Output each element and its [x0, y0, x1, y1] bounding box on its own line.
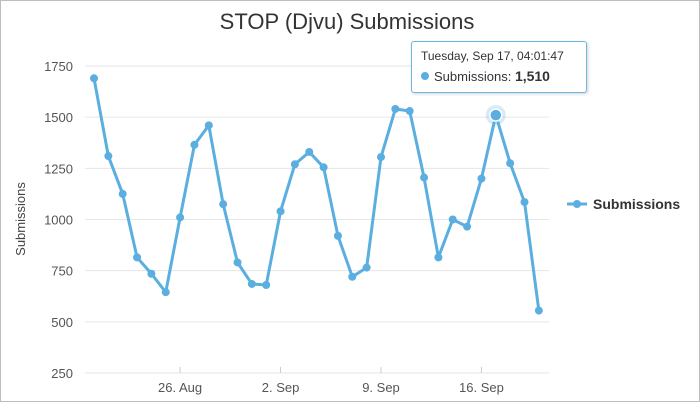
data-point[interactable]	[506, 159, 515, 168]
data-point[interactable]	[448, 215, 457, 224]
data-point[interactable]	[262, 280, 271, 289]
data-point[interactable]	[420, 173, 429, 182]
data-point[interactable]	[319, 163, 328, 172]
y-tick-label: 1000	[44, 213, 73, 228]
data-point[interactable]	[463, 222, 472, 231]
y-tick-label: 1750	[44, 59, 73, 74]
chart-title: STOP (Djvu) Submissions	[220, 9, 475, 34]
data-point[interactable]	[520, 198, 529, 207]
data-point[interactable]	[176, 213, 185, 222]
data-point[interactable]	[118, 189, 127, 198]
data-point[interactable]	[190, 140, 199, 149]
tooltip: Tuesday, Sep 17, 04:01:47 Submissions: 1…	[411, 41, 587, 93]
tooltip-value: 1,510	[514, 68, 550, 84]
data-point[interactable]	[133, 253, 142, 262]
data-point[interactable]	[290, 160, 299, 169]
data-point[interactable]	[204, 121, 213, 130]
data-point[interactable]	[276, 207, 285, 216]
data-point[interactable]	[333, 231, 342, 240]
data-point[interactable]	[362, 263, 371, 272]
series-line[interactable]	[92, 78, 541, 311]
tooltip-row: Submissions: 1,510	[421, 68, 550, 84]
data-point[interactable]	[233, 258, 242, 267]
data-point[interactable]	[305, 147, 314, 156]
grid-lines	[85, 65, 549, 374]
data-point[interactable]	[391, 104, 400, 113]
tooltip-date: Tuesday, Sep 17, 04:01:47	[421, 49, 564, 63]
data-point[interactable]	[477, 174, 486, 183]
y-tick-label: 1500	[44, 110, 73, 125]
y-axis-label: Submissions	[13, 182, 28, 256]
data-point[interactable]	[104, 152, 113, 161]
series-submissions[interactable]	[90, 74, 543, 315]
data-point[interactable]	[489, 108, 503, 122]
data-point[interactable]	[534, 306, 543, 315]
legend-label: Submissions	[593, 196, 680, 212]
tooltip-series-label: Submissions:	[434, 69, 512, 84]
data-point[interactable]	[90, 74, 98, 83]
data-point[interactable]	[405, 107, 414, 116]
x-tick-label: 9. Sep	[362, 380, 400, 395]
y-axis-ticks: 250 500 750 1000 1250 1500 1750	[44, 59, 73, 381]
tooltip-dot	[421, 72, 429, 80]
x-tick-label: 16. Sep	[459, 380, 504, 395]
x-axis-ticks: 26. Aug 2. Sep 9. Sep 16. Sep	[158, 367, 504, 395]
data-point[interactable]	[247, 279, 256, 288]
data-point[interactable]	[377, 153, 385, 162]
data-point[interactable]	[147, 269, 156, 278]
legend[interactable]: Submissions	[567, 196, 680, 212]
y-tick-label: 1250	[44, 161, 73, 176]
y-tick-label: 250	[51, 366, 73, 381]
data-point[interactable]	[161, 288, 170, 297]
x-tick-label: 26. Aug	[158, 380, 202, 395]
data-point[interactable]	[348, 272, 357, 281]
data-point[interactable]	[219, 200, 228, 209]
y-tick-label: 500	[51, 315, 73, 330]
data-point[interactable]	[434, 253, 443, 262]
x-tick-label: 2. Sep	[262, 380, 300, 395]
y-tick-label: 750	[51, 264, 73, 279]
legend-marker	[573, 200, 581, 208]
